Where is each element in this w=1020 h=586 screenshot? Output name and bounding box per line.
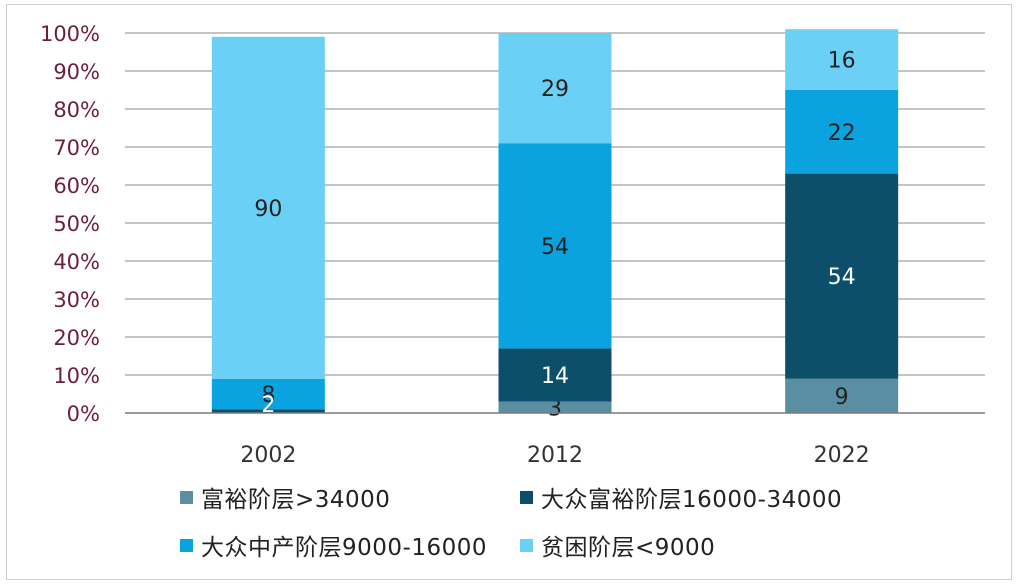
y-tick-label: 90%	[53, 60, 100, 84]
x-tick-label: 2022	[814, 443, 870, 468]
data-label: 9	[835, 385, 849, 410]
y-tick-label: 50%	[53, 212, 100, 236]
y-tick-label: 0%	[67, 402, 100, 426]
y-tick-label: 10%	[53, 364, 100, 388]
bar-segment	[785, 90, 899, 174]
bar-segment	[498, 348, 612, 402]
y-tick-label: 80%	[53, 98, 100, 122]
data-label: 22	[828, 121, 856, 146]
bar-segment	[785, 378, 899, 413]
bar-segment	[498, 143, 612, 349]
y-tick-label: 100%	[40, 22, 100, 46]
x-tick-label: 2002	[240, 443, 296, 468]
y-tick-label: 30%	[53, 288, 100, 312]
data-label: 16	[828, 49, 856, 74]
bar-segment	[498, 33, 612, 144]
bar-segment	[211, 409, 325, 413]
y-tick-label: 60%	[53, 174, 100, 198]
data-label: 54	[828, 265, 856, 290]
bar-segment	[785, 29, 899, 90]
data-label: 8	[261, 383, 275, 408]
bar-segment	[498, 401, 612, 413]
x-tick-label: 2012	[527, 443, 583, 468]
y-tick-label: 70%	[53, 136, 100, 160]
data-label: 14	[541, 364, 569, 389]
bar-segment	[211, 378, 325, 410]
bar-segment	[785, 173, 899, 379]
y-tick-label: 20%	[53, 326, 100, 350]
data-label: 2	[261, 393, 275, 418]
bar-segment	[211, 36, 325, 379]
data-label: 54	[541, 235, 569, 260]
data-label: 29	[541, 77, 569, 102]
data-label: 3	[548, 396, 562, 421]
y-tick-label: 40%	[53, 250, 100, 274]
data-label: 90	[254, 197, 282, 222]
